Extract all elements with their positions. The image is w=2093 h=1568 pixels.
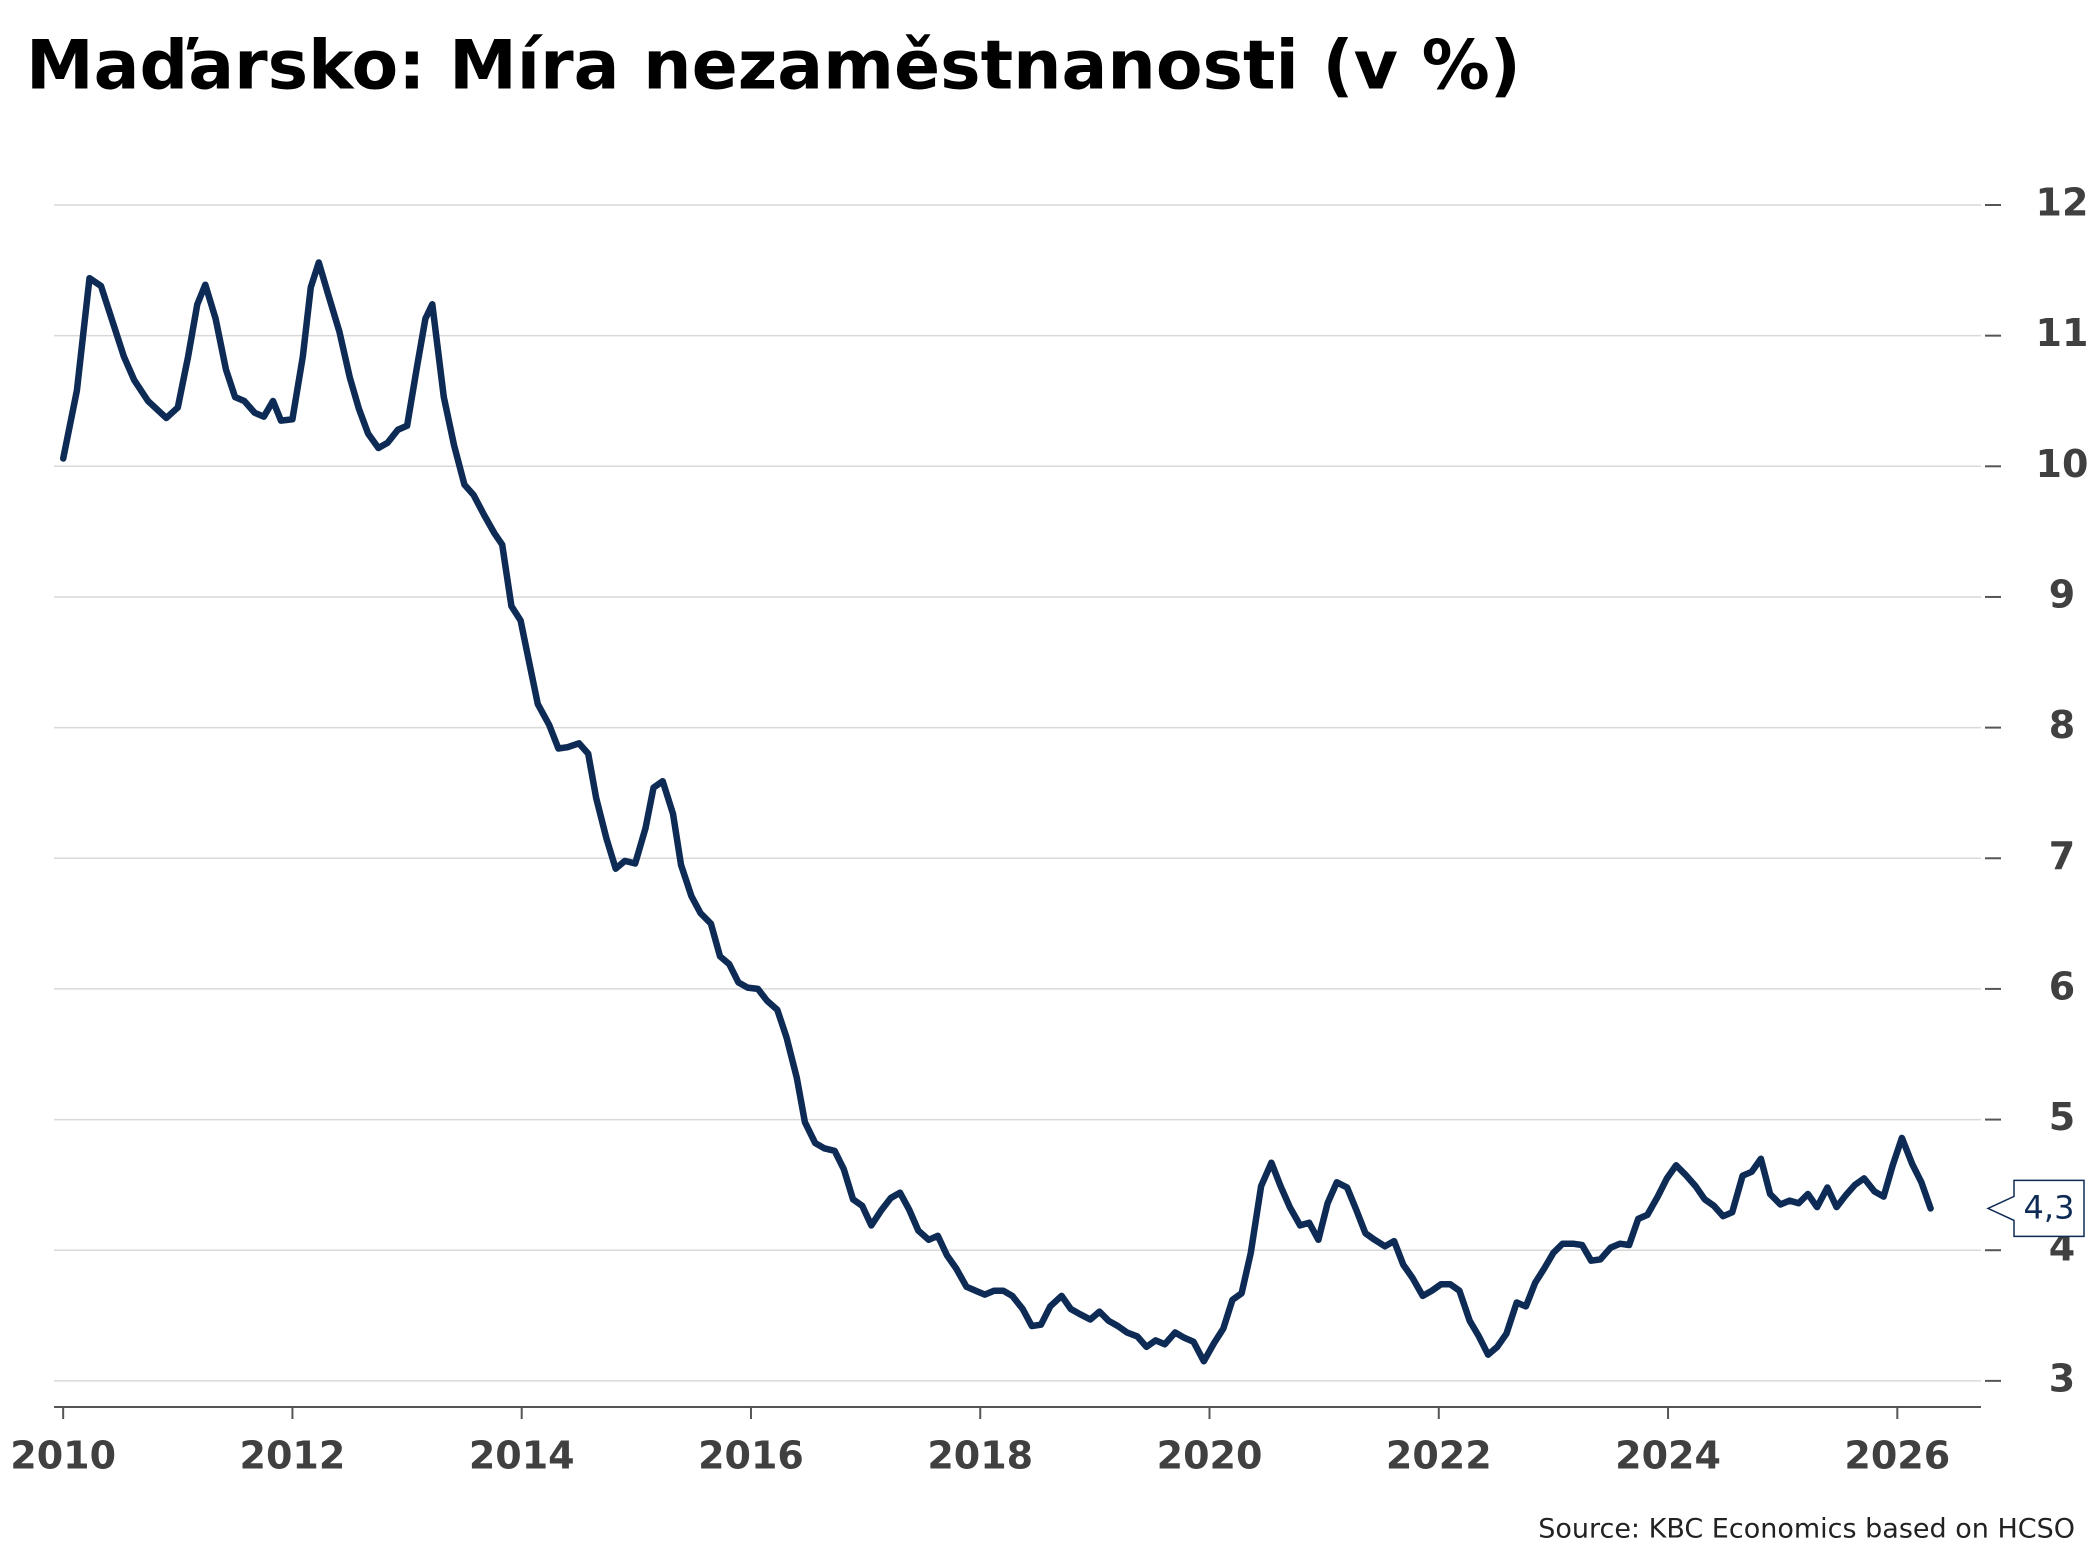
chart-title: Maďarsko: Míra nezaměstnanosti (v %) [26,27,1521,106]
x-tick-label: 2024 [1615,1434,1721,1478]
y-tick-label: 5 [2049,1095,2075,1139]
x-tick-label: 2026 [1844,1434,1950,1478]
y-tick-label: 10 [2036,442,2089,486]
x-tick-label: 2022 [1386,1434,1492,1478]
end-value-label: 4,3 [2024,1188,2075,1226]
y-tick-label: 6 [2049,964,2075,1008]
x-tick-label: 2010 [10,1434,116,1478]
x-tick-label: 2016 [698,1434,804,1478]
x-tick-label: 2018 [927,1434,1033,1478]
y-tick-label: 7 [2049,834,2075,878]
y-tick-label: 11 [2036,311,2089,355]
x-tick-label: 2014 [469,1434,575,1478]
y-tick-label: 3 [2049,1356,2075,1400]
end-label-box [1986,1179,2085,1238]
y-tick-label: 8 [2049,703,2075,747]
x-tick-label: 2012 [240,1434,346,1478]
y-tick-label: 9 [2049,572,2075,616]
y-tick-label: 12 [2036,181,2089,225]
source-note: Source: KBC Economics based on HCSO [1538,1514,2075,1545]
x-tick-label: 2020 [1157,1434,1263,1478]
data-line [59,259,1934,1365]
